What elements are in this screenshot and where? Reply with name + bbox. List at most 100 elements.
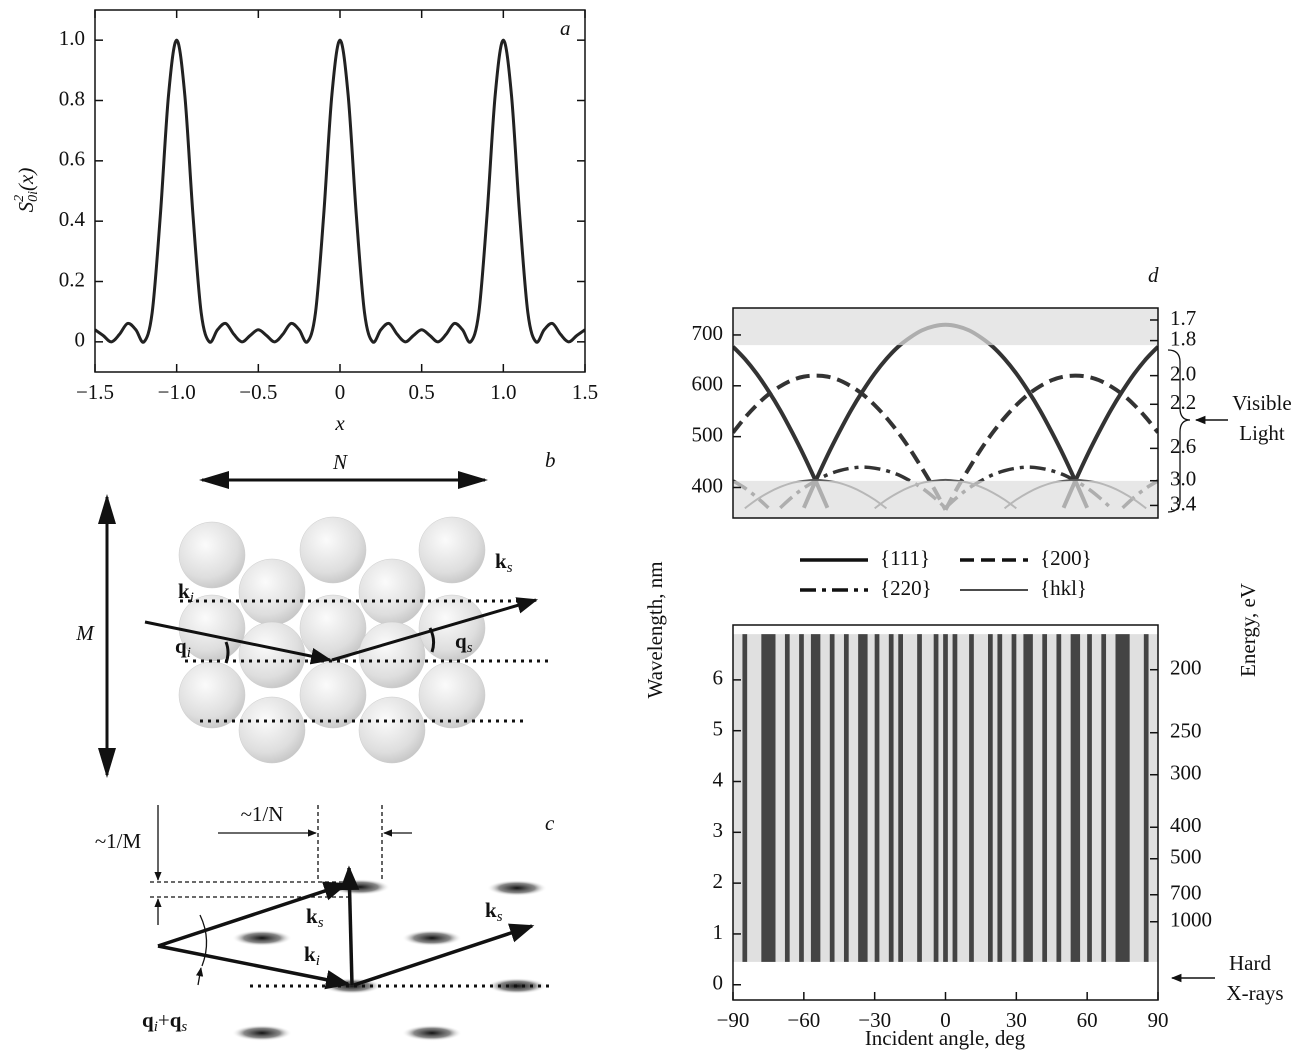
reflection-strip xyxy=(888,634,894,962)
y-tick-label: 500 xyxy=(692,422,724,446)
x-tick-label: 90 xyxy=(1148,1008,1169,1032)
y-tick-label: 2 xyxy=(713,869,724,893)
panel-label: a xyxy=(560,16,571,40)
inverse-n-label: ~1/N xyxy=(241,802,284,826)
curve xyxy=(95,38,585,344)
angle-arc xyxy=(428,627,436,653)
qi-label: qi xyxy=(175,634,191,662)
annotation: Visible xyxy=(1232,391,1291,415)
ks-label: ks xyxy=(495,549,513,577)
y2-axis-label: Energy, eV xyxy=(1236,583,1260,677)
reflection-strip xyxy=(858,634,868,962)
x-tick-label: 1.5 xyxy=(572,380,598,404)
ks-label: ks xyxy=(485,898,503,926)
reflection-strip xyxy=(969,634,974,962)
x-tick-label: 60 xyxy=(1077,1008,1098,1032)
x-tick-label: 0 xyxy=(940,1008,951,1032)
y2-tick-label: 700 xyxy=(1170,881,1202,905)
reflection-strip xyxy=(843,634,849,962)
vector-symbol: q xyxy=(142,1008,154,1032)
vector-index: i xyxy=(187,645,191,661)
reflection-strip xyxy=(952,634,958,962)
shaded-band xyxy=(733,308,1158,346)
x-tick-label: −1.5 xyxy=(76,380,114,404)
y-label-sub: 0i xyxy=(26,191,41,202)
reflection-strip xyxy=(784,634,790,962)
y-tick-label: 6 xyxy=(713,666,724,690)
reflection-strip xyxy=(1143,634,1149,962)
reflection-strip xyxy=(874,634,880,962)
reflection-strip xyxy=(933,634,939,962)
scattered-vector xyxy=(353,923,535,987)
y-label-arg: (x) xyxy=(14,168,38,191)
reflection-arc xyxy=(733,345,830,509)
legend-label: {hkl} xyxy=(1040,576,1087,600)
reflection-strip xyxy=(761,634,776,962)
reflection-strip xyxy=(1087,634,1092,962)
visible-bracket xyxy=(1167,349,1191,513)
vector-index: s xyxy=(318,915,324,931)
annotation: Hard xyxy=(1229,951,1271,975)
reflection-strip xyxy=(1070,634,1081,962)
vector-symbol: k xyxy=(485,898,497,922)
vector-symbol: q xyxy=(455,629,467,653)
reflection-strip xyxy=(1023,634,1033,962)
operator: + xyxy=(158,1008,170,1032)
y-tick-label: 0 xyxy=(713,971,724,995)
y2-tick-label: 300 xyxy=(1170,761,1202,785)
m-label: M xyxy=(75,621,95,645)
vector-index: s xyxy=(181,1019,187,1035)
reflection-strip xyxy=(988,634,993,962)
y2-tick-label: 3.0 xyxy=(1170,467,1196,491)
annotation: Light xyxy=(1239,421,1285,445)
plot-area xyxy=(733,634,1158,962)
y2-tick-label: 1.8 xyxy=(1170,326,1196,350)
incident-vector xyxy=(144,620,333,665)
shaded-band xyxy=(733,480,1158,518)
reflection-strip xyxy=(799,634,804,962)
ki-label: ki xyxy=(178,579,194,607)
panel-c: c ~1/N ~1/M ks ki ks qi+qs xyxy=(95,802,555,1041)
scattered-vector xyxy=(339,865,360,986)
vector-index: s xyxy=(507,560,513,576)
plot-frame xyxy=(94,9,586,373)
plot-area xyxy=(95,38,585,344)
spheres xyxy=(178,516,486,764)
vector-symbol: k xyxy=(495,549,507,573)
y-tick-label: 5 xyxy=(713,717,724,741)
y-tick-label: 0 xyxy=(75,328,86,352)
reflection-arc xyxy=(733,373,948,511)
scattered-vector xyxy=(331,597,539,662)
x-axis-label: x xyxy=(334,411,345,435)
y-tick-label: 0.4 xyxy=(59,207,86,231)
x-tick-label: 1.0 xyxy=(490,380,516,404)
reflection-strip xyxy=(943,634,948,962)
vector-index: i xyxy=(190,590,194,606)
panel-label: c xyxy=(545,811,555,835)
reflection-strip xyxy=(829,634,835,962)
vector-symbol: k xyxy=(178,579,190,603)
dimension-lines xyxy=(150,805,383,898)
reflection-strip xyxy=(1115,634,1130,962)
vector-symbol: q xyxy=(170,1008,182,1032)
y2-tick-label: 2.0 xyxy=(1170,361,1196,385)
reciprocal-spots xyxy=(232,879,547,1041)
panel-b: b N M ki ks qi qs xyxy=(75,448,556,778)
y2-tick-label: 2.2 xyxy=(1170,390,1196,414)
x-tick-label: 0 xyxy=(335,380,346,404)
plot-area xyxy=(733,308,1158,518)
reflection-strip xyxy=(917,634,922,962)
y-tick-label: 1.0 xyxy=(59,26,85,50)
y2-tick-label: 250 xyxy=(1170,719,1202,743)
y-tick-label: 0.6 xyxy=(59,147,85,171)
sum-label: qi+qs xyxy=(142,1008,187,1036)
reflection-strip xyxy=(742,634,748,962)
y-tick-label: 400 xyxy=(692,473,724,497)
angle-arc xyxy=(224,641,230,664)
lattice-planes xyxy=(180,599,550,723)
y2-tick-label: 2.6 xyxy=(1170,434,1196,458)
y2-tick-label: 3.4 xyxy=(1170,491,1197,515)
vector-symbol: k xyxy=(306,904,318,928)
